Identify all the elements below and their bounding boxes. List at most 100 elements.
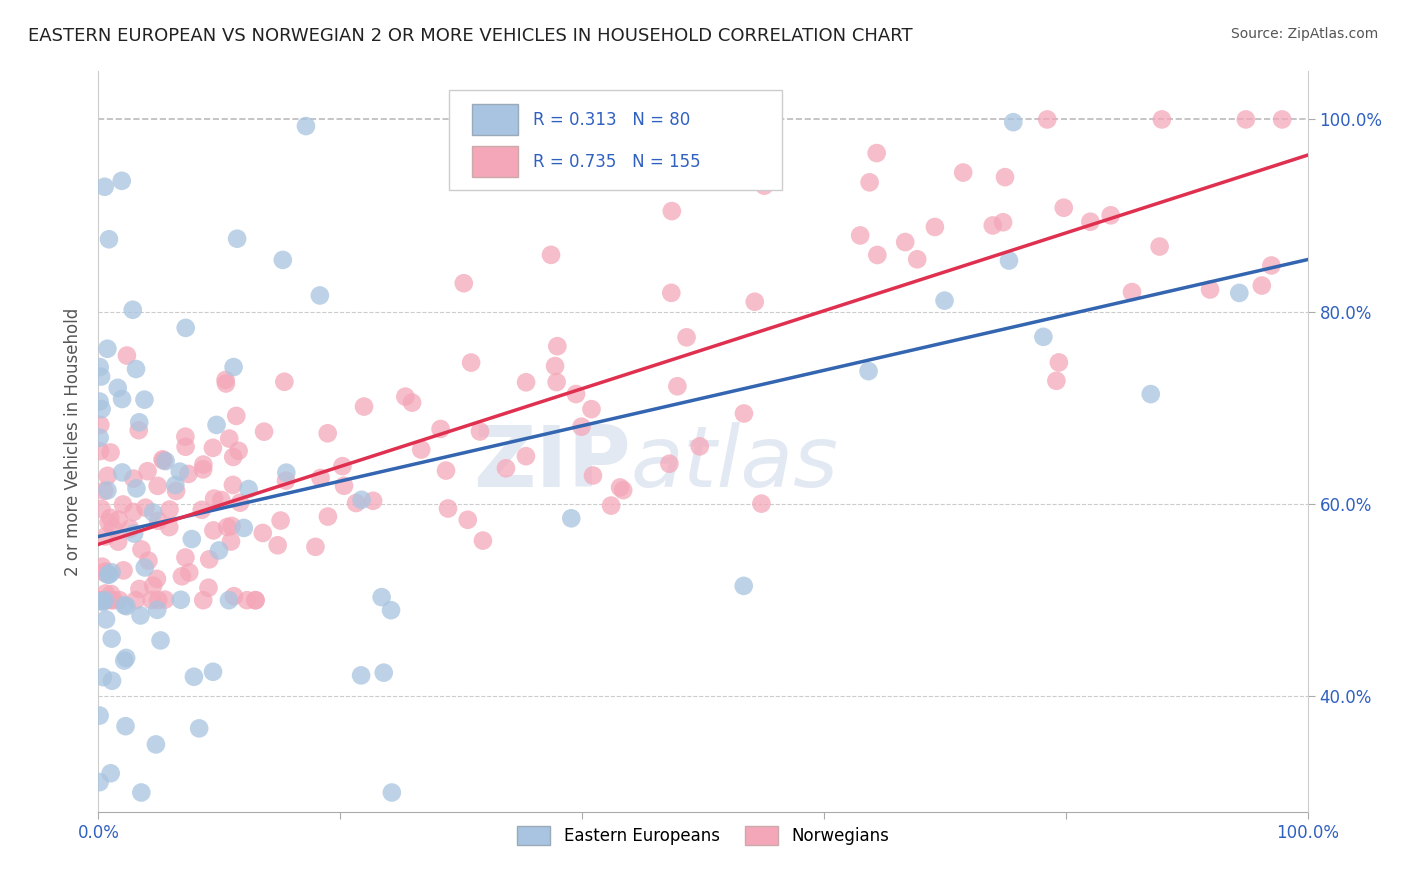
Point xyxy=(471,533,494,548)
Point xyxy=(1139,387,1161,401)
Point xyxy=(866,146,889,161)
Text: Source: ZipAtlas.com: Source: ZipAtlas.com xyxy=(1230,27,1378,41)
Point xyxy=(380,603,402,617)
Point xyxy=(1045,374,1067,388)
Point xyxy=(112,563,135,577)
Point xyxy=(159,502,181,516)
Point xyxy=(201,441,224,455)
Point xyxy=(142,505,165,519)
Point xyxy=(193,458,215,472)
Point xyxy=(217,520,239,534)
FancyBboxPatch shape xyxy=(449,90,782,190)
Point xyxy=(316,509,339,524)
Point xyxy=(125,362,148,376)
Point xyxy=(661,204,683,219)
Point xyxy=(1260,259,1282,273)
Bar xyxy=(472,104,517,136)
Point xyxy=(146,572,169,586)
Point xyxy=(141,593,163,607)
Point xyxy=(1032,330,1054,344)
Point xyxy=(453,277,475,291)
Point xyxy=(1199,283,1222,297)
Point xyxy=(121,302,143,317)
Point xyxy=(245,593,267,607)
Point xyxy=(350,492,373,507)
Point xyxy=(89,775,111,789)
Text: R = 0.313   N = 80: R = 0.313 N = 80 xyxy=(533,111,690,129)
Point xyxy=(1047,355,1070,369)
Point xyxy=(202,665,225,679)
Point xyxy=(107,513,129,527)
Point xyxy=(253,425,276,439)
Point xyxy=(309,471,332,485)
Point xyxy=(373,665,395,680)
Point xyxy=(222,450,245,464)
Point xyxy=(89,394,111,409)
Point xyxy=(905,252,928,267)
Point xyxy=(165,483,187,498)
Point xyxy=(89,431,111,445)
Point xyxy=(107,534,129,549)
Point xyxy=(170,569,193,583)
Point xyxy=(229,496,252,510)
Text: R = 0.735   N = 155: R = 0.735 N = 155 xyxy=(533,153,700,170)
Point xyxy=(308,288,330,302)
Point xyxy=(1271,112,1294,127)
Point xyxy=(540,248,562,262)
Point xyxy=(146,603,169,617)
Text: ZIP: ZIP xyxy=(472,422,630,505)
Point xyxy=(434,464,457,478)
Point xyxy=(174,550,197,565)
Point xyxy=(188,722,211,736)
Point xyxy=(1121,285,1143,299)
Point xyxy=(401,395,423,409)
Point xyxy=(304,540,326,554)
Point xyxy=(94,586,117,600)
Point xyxy=(115,599,138,614)
Point xyxy=(89,417,111,432)
Point xyxy=(98,232,121,246)
Point xyxy=(218,593,240,607)
Point xyxy=(495,461,517,475)
Point xyxy=(222,478,245,492)
Point xyxy=(209,493,232,508)
Point xyxy=(316,426,339,441)
Point xyxy=(245,593,267,607)
Point xyxy=(89,708,111,723)
Point xyxy=(152,452,174,467)
Point xyxy=(205,417,228,432)
Point xyxy=(179,566,201,580)
Point xyxy=(177,467,200,481)
Point xyxy=(174,440,197,454)
Point xyxy=(111,392,134,406)
Point xyxy=(112,654,135,668)
Point xyxy=(658,457,681,471)
Point xyxy=(100,632,122,646)
Point xyxy=(666,379,689,393)
Point xyxy=(169,465,191,479)
Point xyxy=(134,560,156,574)
Point xyxy=(221,519,243,533)
Point xyxy=(600,499,623,513)
Point xyxy=(145,738,167,752)
Point xyxy=(100,593,122,607)
Point xyxy=(1053,201,1076,215)
Point xyxy=(218,432,240,446)
Point xyxy=(733,407,755,421)
Point xyxy=(202,491,225,506)
Point xyxy=(202,524,225,538)
Point xyxy=(894,235,917,249)
Point xyxy=(1099,208,1122,222)
Point xyxy=(270,514,292,528)
Point xyxy=(149,633,172,648)
Point xyxy=(457,513,479,527)
Point xyxy=(96,468,118,483)
Point xyxy=(146,514,169,528)
Point xyxy=(174,430,197,444)
Point xyxy=(215,376,238,391)
Point xyxy=(114,599,136,613)
Point xyxy=(219,534,242,549)
Point xyxy=(571,419,593,434)
Point xyxy=(93,483,115,498)
Point xyxy=(131,542,153,557)
